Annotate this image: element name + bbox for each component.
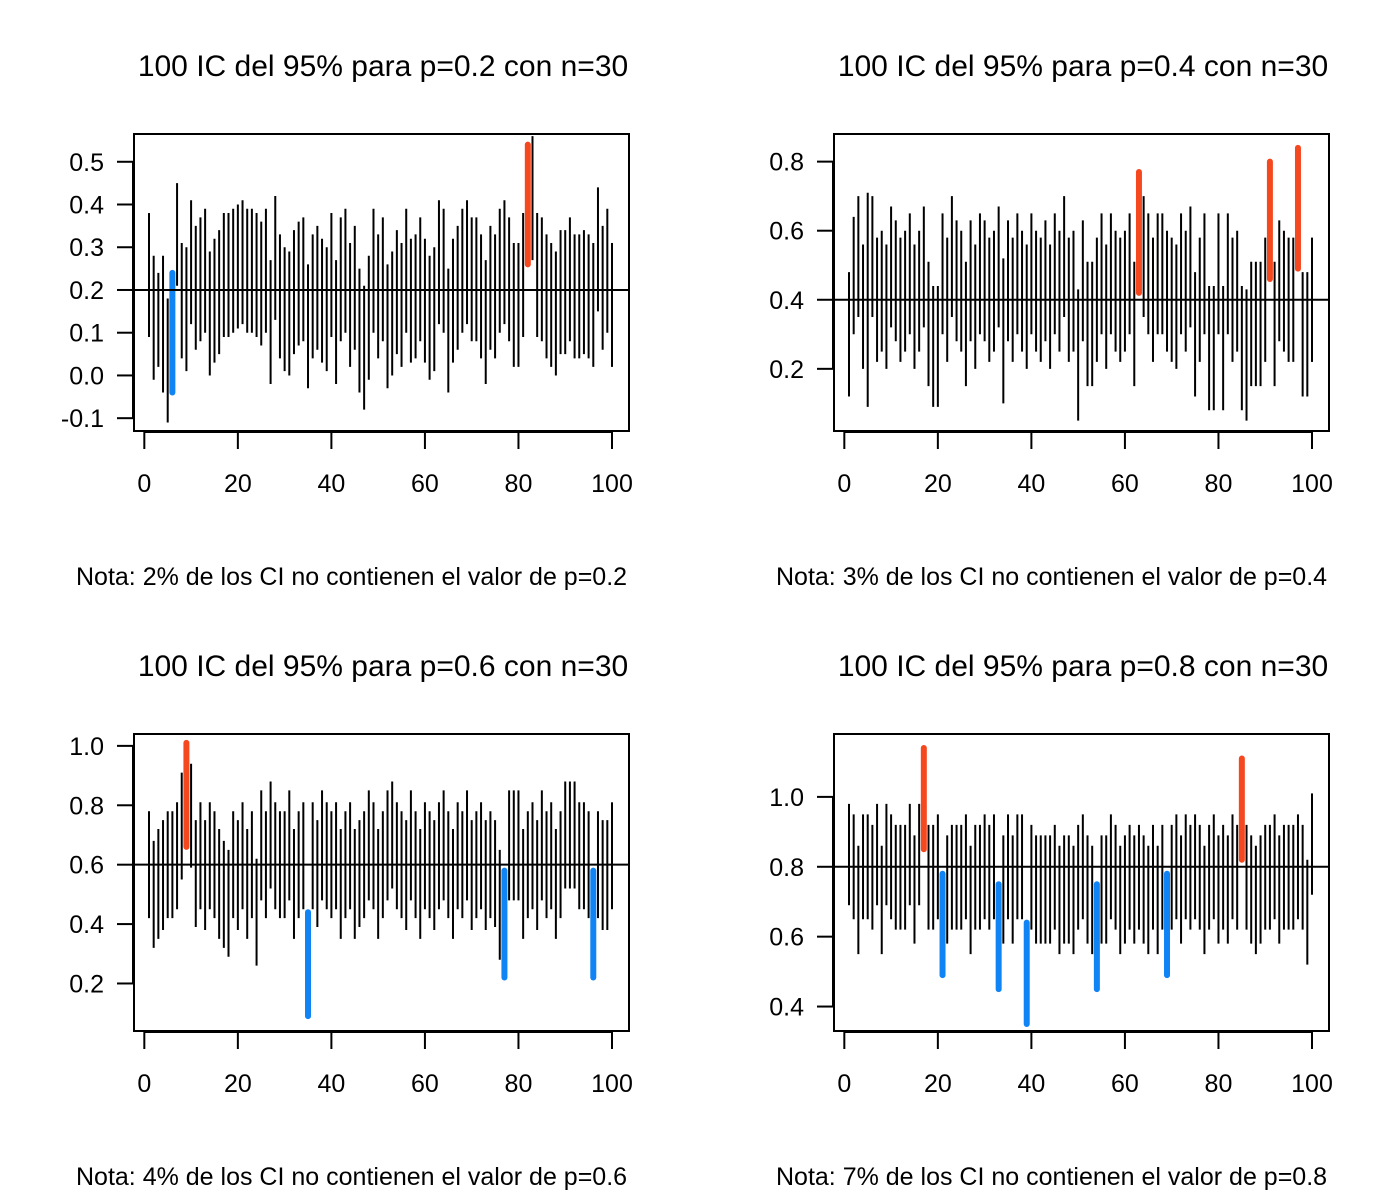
chart-panel-1: 100 IC del 95% para p=0.2 con n=30 0 20 40 6… <box>61 50 633 591</box>
x-tick-label: 100 <box>591 1070 633 1098</box>
y-tick-label: 0.8 <box>769 854 804 882</box>
x-tick-label: 0 <box>837 470 851 498</box>
x-tick-label: 0 <box>137 1070 151 1098</box>
y-axis: 0.2 0.4 0.6 0.8 1.0 <box>69 733 134 998</box>
x-tick-label: 20 <box>924 1070 952 1098</box>
y-tick-label: 0.4 <box>69 192 104 220</box>
x-tick-label: 60 <box>1111 470 1139 498</box>
x-axis: 0 20 40 60 80 100 <box>837 1031 1333 1098</box>
chart-note: Nota: 4% de los CI no contienen el valor… <box>76 1163 627 1191</box>
y-tick-label: 0.0 <box>69 362 104 390</box>
chart-note: Nota: 3% de los CI no contienen el valor… <box>776 563 1327 591</box>
plot-frame <box>833 133 1330 432</box>
x-tick-label: 40 <box>1017 470 1045 498</box>
x-tick-label: 20 <box>924 470 952 498</box>
y-tick-label: 0.1 <box>69 320 104 348</box>
y-axis: 0.4 0.6 0.8 1.0 <box>769 784 834 1022</box>
y-tick-label: 0.2 <box>69 970 104 998</box>
chart-title: 100 IC del 95% para p=0.8 con n=30 <box>838 650 1328 683</box>
chart-panel-4: 100 IC del 95% para p=0.8 con n=30 0 20 40 6… <box>769 650 1333 1191</box>
y-tick-label: 0.8 <box>769 149 804 177</box>
chart-title: 100 IC del 95% para p=0.6 con n=30 <box>138 650 628 683</box>
x-tick-label: 80 <box>505 1070 533 1098</box>
chart-title: 100 IC del 95% para p=0.4 con n=30 <box>838 50 1328 83</box>
x-tick-label: 0 <box>837 1070 851 1098</box>
y-axis: -0.1 0.0 0.1 0.2 0.3 0.4 0.5 <box>61 149 134 433</box>
x-tick-label: 60 <box>1111 1070 1139 1098</box>
y-tick-label: 0.4 <box>769 287 804 315</box>
x-tick-label: 40 <box>317 470 345 498</box>
x-tick-label: 20 <box>224 470 252 498</box>
chart-title: 100 IC del 95% para p=0.2 con n=30 <box>138 50 628 83</box>
x-tick-label: 40 <box>1017 1070 1045 1098</box>
y-tick-label: 0.3 <box>69 234 104 262</box>
x-tick-label: 60 <box>411 1070 439 1098</box>
chart-note: Nota: 2% de los CI no contienen el valor… <box>76 563 627 591</box>
x-tick-label: 100 <box>1291 470 1333 498</box>
x-tick-label: 60 <box>411 470 439 498</box>
chart-panel-2: 100 IC del 95% para p=0.4 con n=30 0 20 40 6… <box>769 50 1333 591</box>
plot-frame <box>133 733 630 1032</box>
x-axis: 0 20 40 60 80 100 <box>837 431 1333 498</box>
plot-frame <box>833 733 1330 1032</box>
plot-frame <box>133 133 630 432</box>
y-tick-label: 0.5 <box>69 149 104 177</box>
x-tick-label: 80 <box>1205 470 1233 498</box>
x-tick-label: 100 <box>1291 1070 1333 1098</box>
x-tick-label: 40 <box>317 1070 345 1098</box>
x-axis: 0 20 40 60 80 100 <box>137 431 633 498</box>
x-tick-label: 0 <box>137 470 151 498</box>
x-axis: 0 20 40 60 80 100 <box>137 1031 633 1098</box>
x-tick-label: 80 <box>1205 1070 1233 1098</box>
y-tick-label: 0.4 <box>69 911 104 939</box>
y-tick-label: 0.8 <box>69 792 104 820</box>
y-tick-label: 0.4 <box>769 994 804 1022</box>
y-tick-label: 0.6 <box>769 218 804 246</box>
x-tick-label: 100 <box>591 470 633 498</box>
y-tick-label: 0.6 <box>769 924 804 952</box>
x-tick-label: 20 <box>224 1070 252 1098</box>
chart-note: Nota: 7% de los CI no contienen el valor… <box>776 1163 1327 1191</box>
y-tick-label: -0.1 <box>61 405 104 433</box>
y-tick-label: 0.2 <box>769 356 804 384</box>
chart-panel-3: 100 IC del 95% para p=0.6 con n=30 0 20 40 6… <box>69 650 633 1191</box>
y-axis: 0.2 0.4 0.6 0.8 <box>769 149 834 384</box>
y-tick-label: 0.6 <box>69 852 104 880</box>
y-tick-label: 1.0 <box>769 784 804 812</box>
y-tick-label: 0.2 <box>69 277 104 305</box>
y-tick-label: 1.0 <box>69 733 104 761</box>
x-tick-label: 80 <box>505 470 533 498</box>
